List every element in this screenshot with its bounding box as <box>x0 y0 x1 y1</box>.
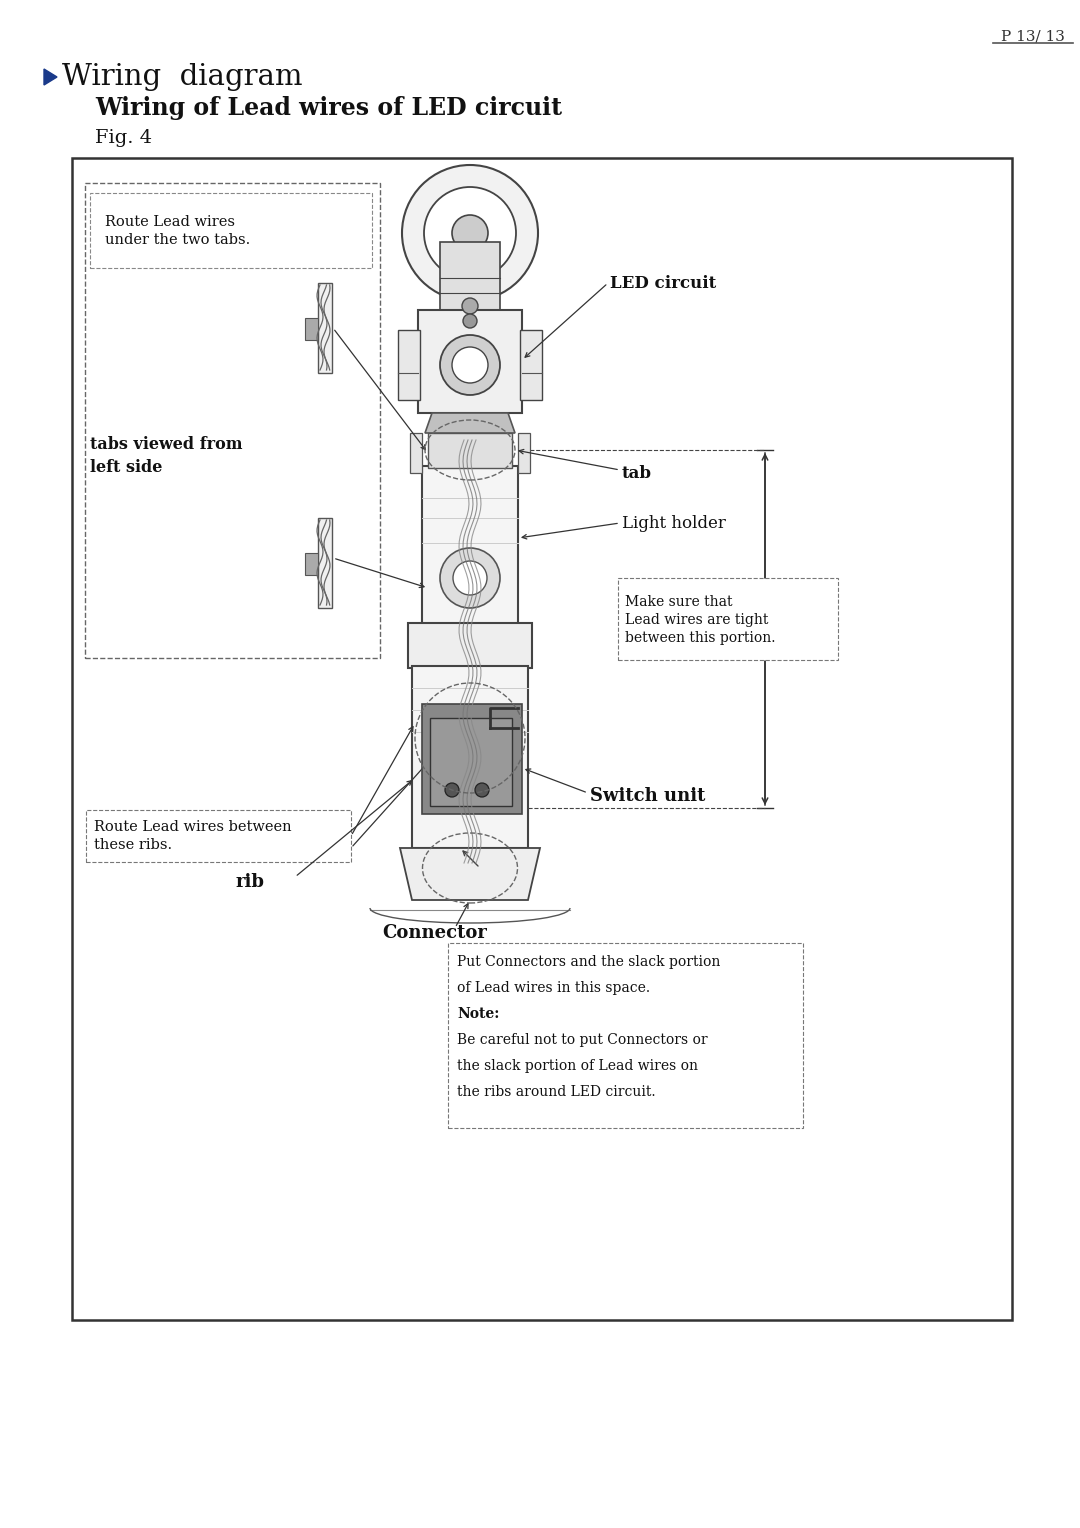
Text: tab: tab <box>622 465 652 481</box>
Text: rib: rib <box>235 872 265 891</box>
Bar <box>411 666 528 848</box>
Polygon shape <box>426 413 515 432</box>
Bar <box>90 193 372 267</box>
Bar <box>399 330 420 400</box>
Circle shape <box>453 347 488 384</box>
Circle shape <box>462 298 478 313</box>
Circle shape <box>453 215 488 251</box>
Text: Route Lead wires between
these ribs.: Route Lead wires between these ribs. <box>94 821 292 853</box>
Bar <box>519 330 542 400</box>
Circle shape <box>424 186 516 280</box>
Text: of Lead wires in this space.: of Lead wires in this space. <box>457 981 650 995</box>
Circle shape <box>402 165 538 301</box>
Text: Light holder: Light holder <box>622 515 726 532</box>
Bar <box>422 704 522 814</box>
Text: Wiring  diagram: Wiring diagram <box>62 63 302 92</box>
Circle shape <box>475 782 489 798</box>
Bar <box>430 718 512 805</box>
Text: the ribs around LED circuit.: the ribs around LED circuit. <box>457 1085 656 1099</box>
Bar <box>418 310 522 413</box>
Bar <box>440 241 500 310</box>
Polygon shape <box>400 848 540 900</box>
Text: Be careful not to put Connectors or: Be careful not to put Connectors or <box>457 1033 707 1047</box>
Polygon shape <box>44 69 57 86</box>
Bar <box>318 518 332 608</box>
Text: tabs viewed from
left side: tabs viewed from left side <box>90 437 243 475</box>
Text: Switch unit: Switch unit <box>590 787 705 805</box>
Text: Put Connectors and the slack portion: Put Connectors and the slack portion <box>457 955 720 969</box>
Text: Fig. 4: Fig. 4 <box>95 128 152 147</box>
Circle shape <box>440 549 500 608</box>
Text: P 13/ 13: P 13/ 13 <box>1001 29 1065 43</box>
Bar <box>86 810 351 862</box>
Text: Connector: Connector <box>382 924 487 941</box>
Bar <box>318 283 332 373</box>
Text: LED circuit: LED circuit <box>610 275 716 292</box>
Circle shape <box>463 313 477 329</box>
Circle shape <box>453 561 487 594</box>
Circle shape <box>445 782 459 798</box>
Text: Wiring of Lead wires of LED circuit: Wiring of Lead wires of LED circuit <box>95 96 562 121</box>
Bar <box>448 943 804 1128</box>
Text: Route Lead wires
under the two tabs.: Route Lead wires under the two tabs. <box>105 215 251 248</box>
Bar <box>618 578 838 660</box>
Bar <box>305 553 318 575</box>
Text: Note:: Note: <box>457 1007 499 1021</box>
Bar <box>72 157 1012 1320</box>
Bar <box>518 432 530 474</box>
Bar <box>408 623 532 668</box>
Circle shape <box>440 335 500 396</box>
Text: Make sure that
Lead wires are tight
between this portion.: Make sure that Lead wires are tight betw… <box>625 594 775 645</box>
Bar <box>85 183 380 659</box>
Bar <box>428 432 512 468</box>
Text: the slack portion of Lead wires on: the slack portion of Lead wires on <box>457 1059 698 1073</box>
Bar <box>422 466 518 628</box>
Bar <box>305 318 318 341</box>
Bar <box>410 432 422 474</box>
